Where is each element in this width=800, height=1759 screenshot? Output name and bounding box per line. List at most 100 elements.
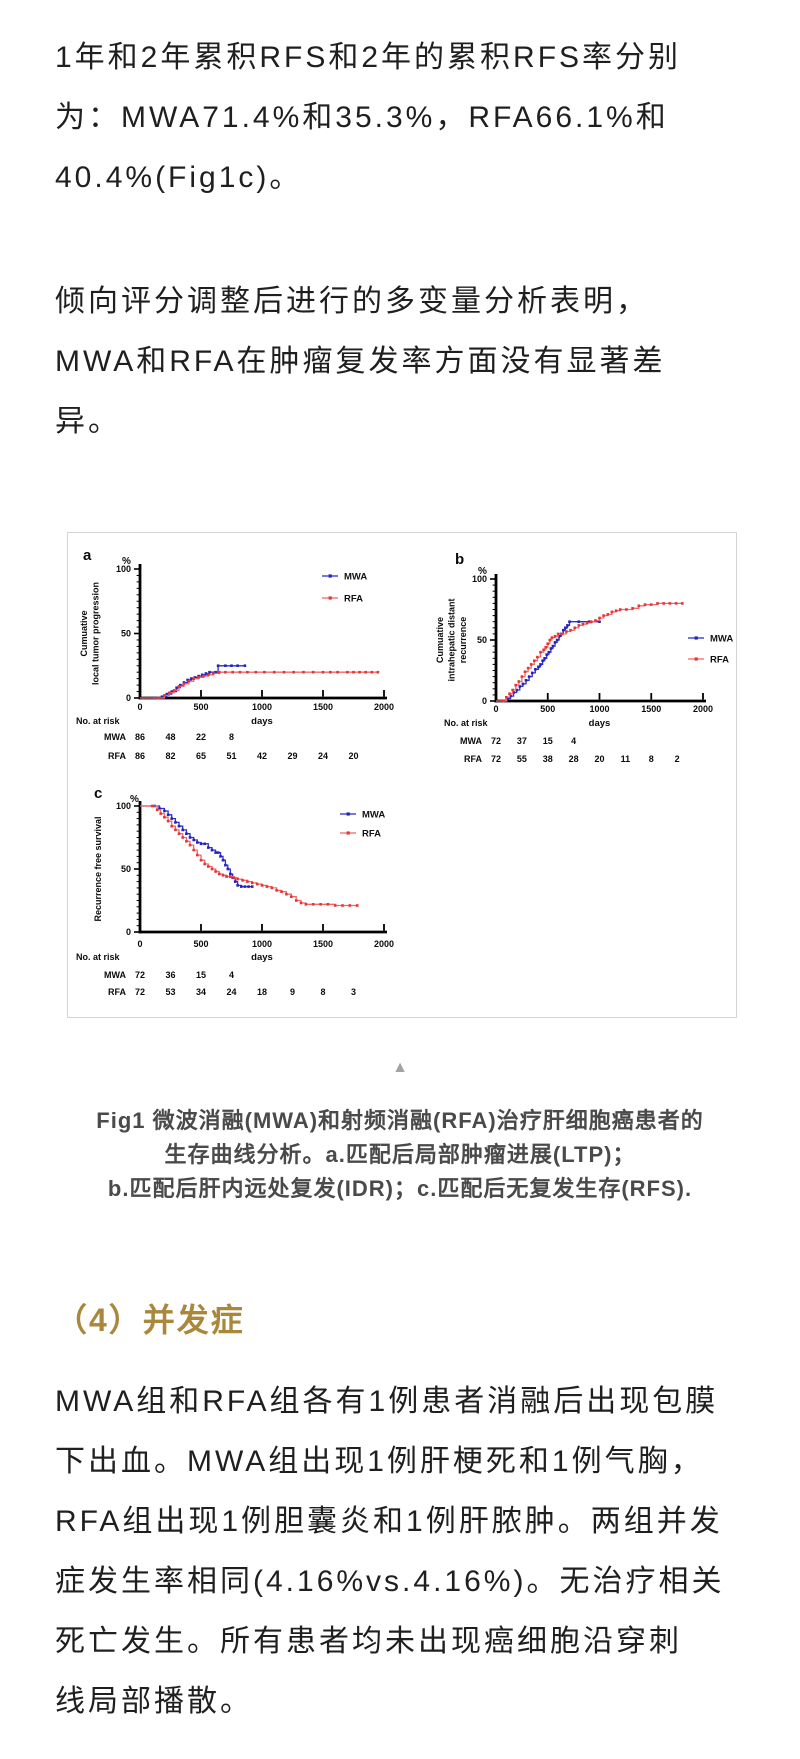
svg-text:72: 72 xyxy=(135,970,145,980)
svg-text:20: 20 xyxy=(348,751,358,761)
svg-text:No. at risk: No. at risk xyxy=(444,718,489,728)
svg-text:3: 3 xyxy=(351,987,356,997)
svg-text:0: 0 xyxy=(137,939,142,949)
svg-text:%: % xyxy=(130,794,139,805)
svg-text:RFA: RFA xyxy=(344,593,363,604)
svg-text:0: 0 xyxy=(137,702,142,712)
svg-text:intrahepatic distant: intrahepatic distant xyxy=(447,598,457,681)
svg-text:100: 100 xyxy=(472,574,487,584)
km-chart-a: a% 0 50 100 0 500 1000 1500 2000 days Cumuative loc… xyxy=(72,535,402,775)
svg-text:55: 55 xyxy=(517,754,527,764)
svg-text:RFA: RFA xyxy=(464,754,483,764)
svg-text:days: days xyxy=(251,716,273,727)
svg-text:1000: 1000 xyxy=(252,939,272,949)
svg-text:8: 8 xyxy=(649,754,654,764)
paragraph-complications: MWA组和RFA组各有1例患者消融后出现包膜 下出血。MWA组出现1例肝梗死和1… xyxy=(55,1385,725,1718)
svg-text:38: 38 xyxy=(543,754,553,764)
svg-text:500: 500 xyxy=(193,939,208,949)
figure-fig1: a% 0 50 100 0 500 1000 1500 2000 days Cumuative loc… xyxy=(67,532,737,1018)
svg-text:Cumuative: Cumuative xyxy=(79,610,89,656)
svg-text:RFA: RFA xyxy=(108,751,127,761)
svg-text:MWA: MWA xyxy=(104,732,126,742)
svg-text:0: 0 xyxy=(493,704,498,714)
svg-text:500: 500 xyxy=(540,704,555,714)
svg-text:Recurrence free survival: Recurrence free survival xyxy=(93,816,103,921)
series-RFA-b xyxy=(496,602,684,703)
svg-text:72: 72 xyxy=(135,987,145,997)
svg-text:Cumuative: Cumuative xyxy=(435,617,445,663)
svg-text:%: % xyxy=(478,566,487,577)
svg-text:29: 29 xyxy=(287,751,297,761)
svg-text:15: 15 xyxy=(543,736,553,746)
legend-c: MWA RFA xyxy=(340,809,385,839)
svg-text:51: 51 xyxy=(226,751,236,761)
svg-text:2: 2 xyxy=(675,754,680,764)
svg-text:500: 500 xyxy=(193,702,208,712)
svg-text:MWA: MWA xyxy=(362,809,385,820)
svg-text:%: % xyxy=(122,556,131,567)
svg-text:1500: 1500 xyxy=(313,939,333,949)
series-MWA-b xyxy=(496,620,601,703)
svg-text:0: 0 xyxy=(126,927,131,937)
svg-text:1500: 1500 xyxy=(313,702,333,712)
svg-text:8: 8 xyxy=(320,987,325,997)
at-risk-table-c: No. at risk MWA 72 36 15 4 RFA 72 53 34 24 18 9 8 3 xyxy=(76,952,356,997)
svg-text:34: 34 xyxy=(196,987,206,997)
legend-a: MWA RFA xyxy=(322,571,367,604)
svg-text:days: days xyxy=(251,952,273,963)
axes-b xyxy=(490,574,706,703)
svg-text:1000: 1000 xyxy=(252,702,272,712)
paragraph-multivariate: 倾向评分调整后进行的多变量分析表明， MWA和RFA在肿瘤复发率方面没有显著差 … xyxy=(55,285,666,438)
svg-text:15: 15 xyxy=(196,970,206,980)
paragraph-rfs-rates: 1年和2年累积RFS和2年的累积RFS率分别 为：MWA71.4%和35.3%，… xyxy=(55,41,682,194)
svg-text:0: 0 xyxy=(482,696,487,706)
svg-text:1000: 1000 xyxy=(589,704,609,714)
svg-text:82: 82 xyxy=(165,751,175,761)
svg-text:2000: 2000 xyxy=(374,702,394,712)
svg-text:9: 9 xyxy=(290,987,295,997)
svg-text:86: 86 xyxy=(135,732,145,742)
svg-text:50: 50 xyxy=(121,864,131,874)
svg-text:37: 37 xyxy=(517,736,527,746)
km-chart-c: c% 0 50 100 0 500 1000 1500 2000 days Recurrence f… xyxy=(72,777,402,1014)
svg-text:c: c xyxy=(94,785,102,802)
svg-text:MWA: MWA xyxy=(460,736,482,746)
svg-text:days: days xyxy=(589,718,611,729)
svg-text:50: 50 xyxy=(121,629,131,639)
axes-a xyxy=(134,564,387,700)
svg-text:local tumor progression: local tumor progression xyxy=(91,582,101,685)
svg-text:42: 42 xyxy=(257,751,267,761)
svg-text:8: 8 xyxy=(229,732,234,742)
svg-text:11: 11 xyxy=(621,754,631,764)
svg-text:RFA: RFA xyxy=(362,828,381,839)
svg-text:0: 0 xyxy=(126,693,131,703)
svg-text:24: 24 xyxy=(318,751,328,761)
svg-text:18: 18 xyxy=(257,987,267,997)
svg-text:72: 72 xyxy=(491,736,501,746)
svg-text:53: 53 xyxy=(165,987,175,997)
svg-text:22: 22 xyxy=(196,732,206,742)
km-chart-b: b% 0 50 100 0 500 1000 1500 2000 days Cumuative int… xyxy=(402,535,738,775)
svg-text:MWA: MWA xyxy=(344,571,367,582)
svg-text:No. at risk: No. at risk xyxy=(76,952,121,962)
svg-text:a: a xyxy=(83,547,92,564)
svg-text:2000: 2000 xyxy=(374,939,394,949)
svg-text:20: 20 xyxy=(594,754,604,764)
svg-text:1500: 1500 xyxy=(641,704,661,714)
figure-caption: Fig1 微波消融(MWA)和射频消融(RFA)治疗肝细胞癌患者的 生存曲线分析… xyxy=(96,1108,704,1201)
svg-text:86: 86 xyxy=(135,751,145,761)
svg-text:65: 65 xyxy=(196,751,206,761)
svg-text:4: 4 xyxy=(571,736,576,746)
axes-c xyxy=(134,801,387,934)
svg-text:72: 72 xyxy=(491,754,501,764)
svg-text:No. at risk: No. at risk xyxy=(76,716,121,726)
series-RFA-c xyxy=(140,804,359,907)
legend-b: MWA RFA xyxy=(688,633,733,665)
svg-text:b: b xyxy=(455,551,464,568)
at-risk-table-b: No. at risk MWA 72 37 15 4 RFA 72 55 38 28 20 11 8 2 xyxy=(444,718,680,764)
series-MWA-c xyxy=(140,804,254,888)
svg-text:50: 50 xyxy=(477,635,487,645)
svg-text:MWA: MWA xyxy=(104,970,126,980)
svg-text:MWA: MWA xyxy=(710,633,733,644)
